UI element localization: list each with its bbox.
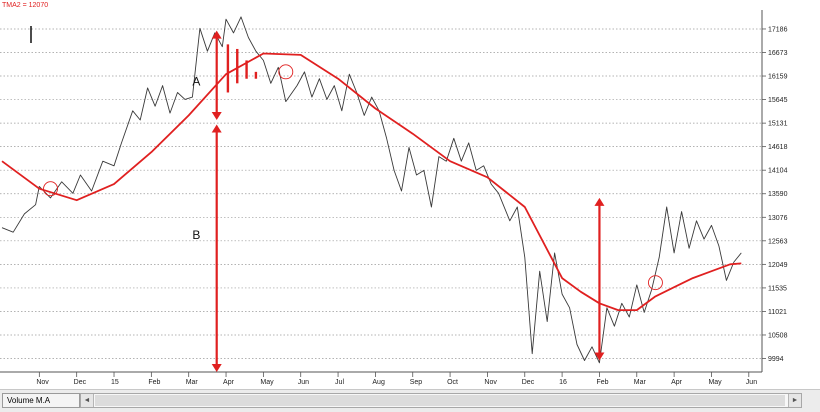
x-tick-label: Feb xyxy=(596,379,608,386)
x-tick-label: Jul xyxy=(335,379,344,386)
x-tick-label: Aug xyxy=(372,379,385,386)
gridlines xyxy=(0,28,762,359)
arrowhead-top xyxy=(211,124,222,133)
x-tick-label: Dec xyxy=(74,379,87,386)
scrollbar-thumb[interactable] xyxy=(95,395,785,406)
x-tick-label: Mar xyxy=(186,379,199,386)
x-tick-label: Sep xyxy=(410,379,423,386)
y-tick-label: 16673 xyxy=(768,50,788,57)
y-tick-label: 16159 xyxy=(768,74,788,81)
price-line xyxy=(1,16,742,364)
x-tick-label: Apr xyxy=(223,379,235,386)
y-tick-label: 14618 xyxy=(768,144,788,151)
arrowhead-bottom xyxy=(211,111,222,120)
arrowhead-top xyxy=(594,197,605,206)
annotation-label: B xyxy=(192,228,200,242)
x-tick-label: Jun xyxy=(746,379,757,386)
x-tick-label: Nov xyxy=(36,379,49,386)
y-tick-label: 12049 xyxy=(768,262,788,269)
y-tick-label: 13076 xyxy=(768,215,788,222)
y-tick-label: 10508 xyxy=(768,332,788,339)
y-tick-label: 15131 xyxy=(768,121,788,128)
highlight-circle xyxy=(43,181,58,197)
y-tick-label: 11535 xyxy=(768,285,787,292)
arrowhead-bottom xyxy=(594,352,605,361)
y-tick-label: 9994 xyxy=(768,356,784,363)
annotation-label: A xyxy=(192,75,200,89)
arrowhead-bottom xyxy=(211,364,222,372)
y-tick-label: 15645 xyxy=(768,97,788,104)
x-tick-label: Oct xyxy=(447,379,458,386)
x-tick-label: May xyxy=(260,379,274,386)
x-tick-label: 15 xyxy=(111,379,119,386)
x-tick-label: May xyxy=(708,379,722,386)
scroll-right-arrow-icon[interactable]: ► xyxy=(788,394,801,407)
x-tick-label: Nov xyxy=(484,379,497,386)
status-bar: Volume M.A ◄ ► xyxy=(0,389,820,412)
scroll-left-arrow-icon[interactable]: ◄ xyxy=(81,394,94,407)
x-tick-label: Feb xyxy=(148,379,160,386)
highlight-circle xyxy=(647,275,663,291)
panel-selector[interactable]: Volume M.A xyxy=(2,393,80,408)
annotations: AB xyxy=(30,26,663,372)
tma-line xyxy=(1,52,742,312)
y-tick-label: 14104 xyxy=(768,168,788,175)
indicator-label: TMA2 = 12070 xyxy=(2,2,49,9)
series xyxy=(1,16,742,364)
chart-area[interactable]: 17186 16673 16159 15645 15131 14618 14104 13590… xyxy=(0,0,820,389)
y-tick-label: 12563 xyxy=(768,238,788,245)
x-tick-label: Apr xyxy=(671,379,683,386)
y-tick-label: 13590 xyxy=(768,191,788,198)
horizontal-scrollbar[interactable]: ◄ ► xyxy=(80,393,802,408)
x-tick-label: 16 xyxy=(559,379,567,386)
y-axis: 17186 16673 16159 15645 15131 14618 14104 13590… xyxy=(762,26,788,363)
arrowhead-top xyxy=(211,30,222,39)
x-tick-label: Dec xyxy=(522,379,535,386)
x-axis: Nov Dec 15 Feb Mar Apr May Jun Jul Aug Sep Oct Nov De… xyxy=(36,372,757,386)
x-tick-label: Jun xyxy=(298,379,309,386)
y-tick-label: 11021 xyxy=(768,309,787,316)
y-tick-label: 17186 xyxy=(768,26,788,33)
x-tick-label: Mar xyxy=(634,379,647,386)
panel-selector-label: Volume M.A xyxy=(7,396,51,405)
highlight-circle xyxy=(278,64,294,80)
